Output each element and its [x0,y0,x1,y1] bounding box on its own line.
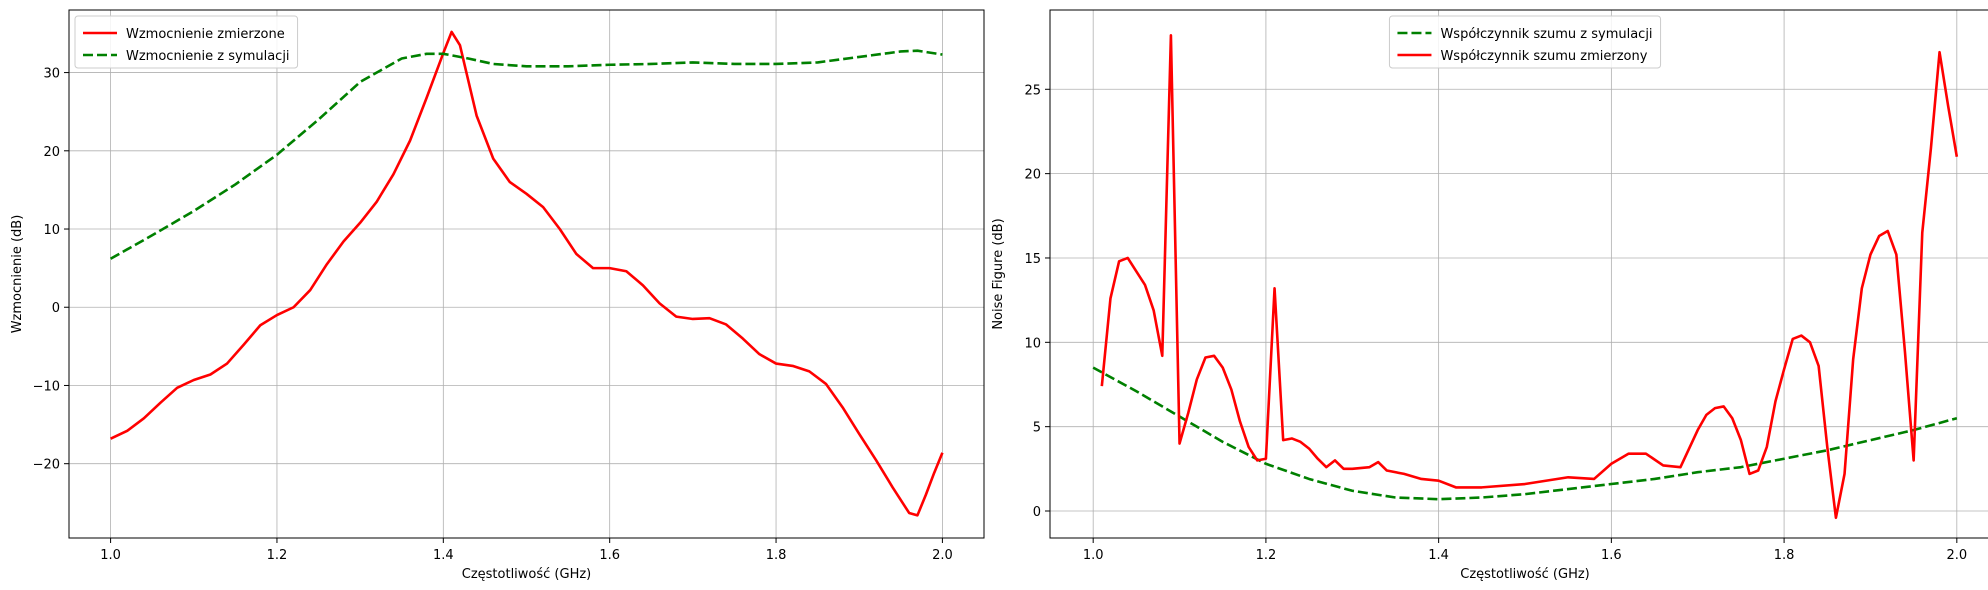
x-tick-label: 1.2 [267,548,288,563]
axes-frame [68,9,985,539]
x-axis-label: Częstotliwość (GHz) [1460,567,1590,582]
x-tick-label: 1.8 [1774,548,1795,563]
legend-label: Współczynnik szumu z symulacji [1440,27,1652,42]
series-line-1 [110,30,944,517]
x-tick-label: 1.2 [1256,548,1277,563]
legend-label: Wzmocnienie z symulacji [126,49,290,64]
y-tick-label: −20 [33,458,60,473]
x-tick-label: 1.0 [100,548,121,563]
legend-label: Wzmocnienie zmierzone [126,27,285,42]
y-tick-label: 10 [43,223,60,238]
x-tick-label: 2.0 [932,548,953,563]
x-tick-label: 1.4 [433,548,454,563]
noise-figure-chart: 1.0 1.2 1.4 1.6 1.8 2.0 0 5 10 15 20 25 Częstotliwoś… [991,9,1988,582]
series-line-1 [1092,366,1958,501]
legend-box [74,15,299,69]
x-tick-label: 1.4 [1428,548,1449,563]
legend: Wzmocnienie zmierzone Wzmocnienie z symul… [74,15,299,69]
y-tick-label: 10 [1024,336,1041,351]
y-tick-label: 0 [1033,505,1041,520]
x-tick-label: 1.8 [766,548,787,563]
y-axis-label: Noise Figure (dB) [991,218,1006,329]
x-tick-label: 2.0 [1946,548,1967,563]
legend: Współczynnik szumu z symulacji Współczynn… [1388,15,1662,69]
series-line-2 [1100,33,1959,520]
x-tick-label: 1.6 [1601,548,1622,563]
gain-chart: 1.0 1.2 1.4 1.6 1.8 2.0 −20 −10 0 10 20 30 Częstotli… [10,9,985,582]
x-axis-label: Częstotliwość (GHz) [462,567,592,582]
x-tick-label: 1.6 [599,548,620,563]
y-tick-label: 30 [43,67,60,82]
y-tick-label: 5 [1033,421,1041,436]
x-tick-label: 1.0 [1083,548,1104,563]
axes-frame [1049,9,1988,539]
y-axis-label: Wzmocnienie (dB) [10,215,25,334]
y-tick-label: 25 [1024,83,1041,98]
y-tick-label: 0 [52,301,60,316]
series-line-2 [109,49,943,260]
y-tick-label: −10 [33,379,60,394]
y-tick-label: 20 [1024,168,1041,183]
legend-label: Współczynnik szumu zmierzony [1440,49,1647,64]
y-tick-label: 20 [43,145,60,160]
legend-box [1388,15,1662,69]
y-tick-label: 15 [1024,252,1041,267]
